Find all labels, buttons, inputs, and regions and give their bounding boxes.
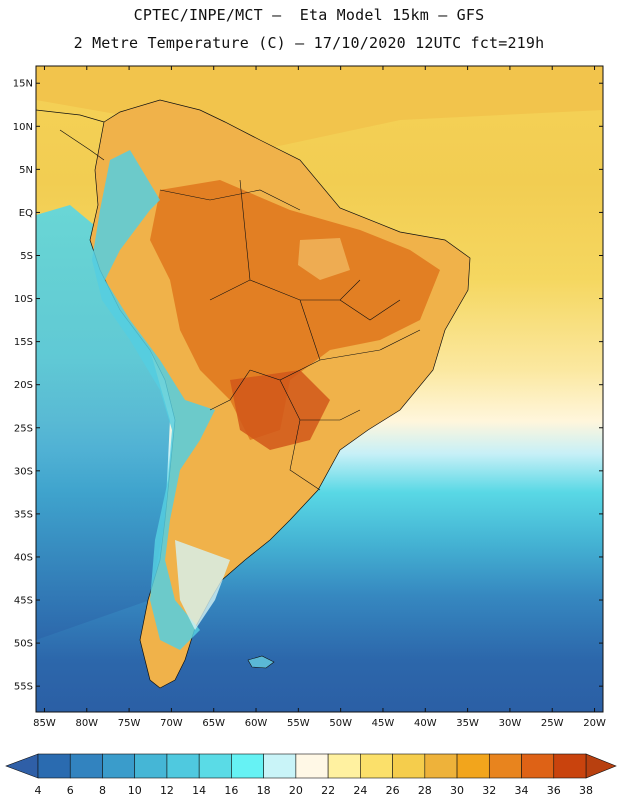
colorbar-label: 28 bbox=[418, 784, 432, 797]
lat-tick-label: 25S bbox=[14, 423, 33, 434]
andes-cool-strip bbox=[92, 150, 215, 650]
lon-tick-label: 85W bbox=[33, 718, 56, 729]
country-borders bbox=[159, 179, 421, 491]
colorbar-label: 26 bbox=[386, 784, 400, 797]
map-frame bbox=[35, 65, 604, 713]
colorbar-label: 12 bbox=[160, 784, 174, 797]
colorbar-swatch bbox=[198, 753, 232, 779]
map-title-line-2: 2 Metre Temperature (C) – 17/10/2020 12U… bbox=[73, 34, 545, 52]
lat-tick-label: EQ bbox=[19, 208, 33, 219]
lat-tick-label: 45S bbox=[14, 596, 33, 607]
colorbar-swatch bbox=[295, 753, 329, 779]
falkland-islands bbox=[247, 655, 275, 669]
lat-tick-label: 5N bbox=[19, 165, 33, 176]
lat-tick-label: 5S bbox=[20, 251, 33, 262]
colorbar-swatch bbox=[521, 753, 555, 779]
colorbar-label: 38 bbox=[579, 784, 593, 797]
cooler-patch-north bbox=[298, 238, 350, 280]
colorbar: 4 6 8 10 12 14 16 18 20 22 24 26 28 30 32 34 36 38 bbox=[5, 753, 617, 797]
lon-tick-label: 20W bbox=[583, 718, 606, 729]
lat-tick-label: 50S bbox=[14, 639, 33, 650]
patagonia-cool-region bbox=[175, 540, 230, 630]
lat-tick-label: 20S bbox=[14, 380, 33, 391]
colorbar-label: 34 bbox=[515, 784, 529, 797]
lon-tick-label: 55W bbox=[287, 718, 310, 729]
lon-tick-label: 40W bbox=[414, 718, 437, 729]
colorbar-above-arrow bbox=[585, 753, 617, 779]
colorbar-swatch bbox=[166, 753, 200, 779]
colorbar-swatch bbox=[327, 753, 361, 779]
colorbar-label: 32 bbox=[482, 784, 496, 797]
pacific-cool-water bbox=[36, 205, 170, 640]
lat-tick-label: 10S bbox=[14, 294, 33, 305]
lon-tick-label: 65W bbox=[202, 718, 225, 729]
map-field bbox=[36, 66, 603, 712]
lat-tick-label: 30S bbox=[14, 466, 33, 477]
colorbar-label: 4 bbox=[35, 784, 42, 797]
lon-tick-label: 30W bbox=[499, 718, 522, 729]
colorbar-swatch bbox=[134, 753, 168, 779]
central-america-coast bbox=[36, 109, 105, 161]
colorbar-swatch bbox=[424, 753, 458, 779]
lat-tick-label: 15N bbox=[13, 79, 33, 90]
lon-tick-label: 80W bbox=[75, 718, 98, 729]
colorbar-label: 10 bbox=[128, 784, 142, 797]
lon-tick-label: 35W bbox=[456, 718, 479, 729]
colorbar-label: 22 bbox=[321, 784, 335, 797]
colorbar-label: 36 bbox=[547, 784, 561, 797]
colorbar-label: 6 bbox=[67, 784, 74, 797]
colorbar-label: 8 bbox=[99, 784, 106, 797]
caribbean-warm-water bbox=[36, 66, 603, 150]
map-title-line-1: CPTEC/INPE/MCT – Eta Model 15km – GFS bbox=[133, 6, 485, 24]
colorbar-swatch bbox=[102, 753, 136, 779]
colorbar-label: 18 bbox=[257, 784, 271, 797]
colorbar-label: 20 bbox=[289, 784, 303, 797]
colorbar-swatch bbox=[69, 753, 103, 779]
lon-tick-label: 60W bbox=[245, 718, 268, 729]
colorbar-label: 30 bbox=[450, 784, 464, 797]
colorbar-swatch bbox=[456, 753, 490, 779]
lat-tick-label: 10N bbox=[13, 122, 33, 133]
colorbar-swatch bbox=[37, 753, 71, 779]
lon-tick-label: 50W bbox=[329, 718, 352, 729]
lat-tick-label: 40S bbox=[14, 552, 33, 563]
colorbar-swatch bbox=[263, 753, 297, 779]
lat-tick-label: 15S bbox=[14, 337, 33, 348]
lat-tick-label: 55S bbox=[14, 682, 33, 693]
chaco-hot-region bbox=[230, 370, 330, 450]
colorbar-label: 24 bbox=[353, 784, 367, 797]
colorbar-swatch bbox=[553, 753, 587, 779]
colorbar-swatch bbox=[360, 753, 393, 779]
colorbar-swatch bbox=[488, 753, 522, 779]
lat-tick-label: 35S bbox=[14, 509, 33, 520]
amazon-hot-region bbox=[150, 180, 440, 440]
axis-ticks: 15N 10N 5N EQ 5S 10S 15S 20S 25S 30S 35S 40S 45S 50S 5… bbox=[13, 66, 606, 729]
colorbar-label: 16 bbox=[224, 784, 238, 797]
colorbar-swatch bbox=[392, 753, 426, 779]
lon-tick-label: 25W bbox=[541, 718, 564, 729]
lon-tick-label: 75W bbox=[118, 718, 141, 729]
lon-tick-label: 45W bbox=[372, 718, 395, 729]
lon-tick-label: 70W bbox=[160, 718, 183, 729]
colorbar-label: 14 bbox=[192, 784, 206, 797]
colorbar-below-arrow bbox=[5, 753, 39, 779]
colorbar-swatch bbox=[231, 753, 264, 779]
